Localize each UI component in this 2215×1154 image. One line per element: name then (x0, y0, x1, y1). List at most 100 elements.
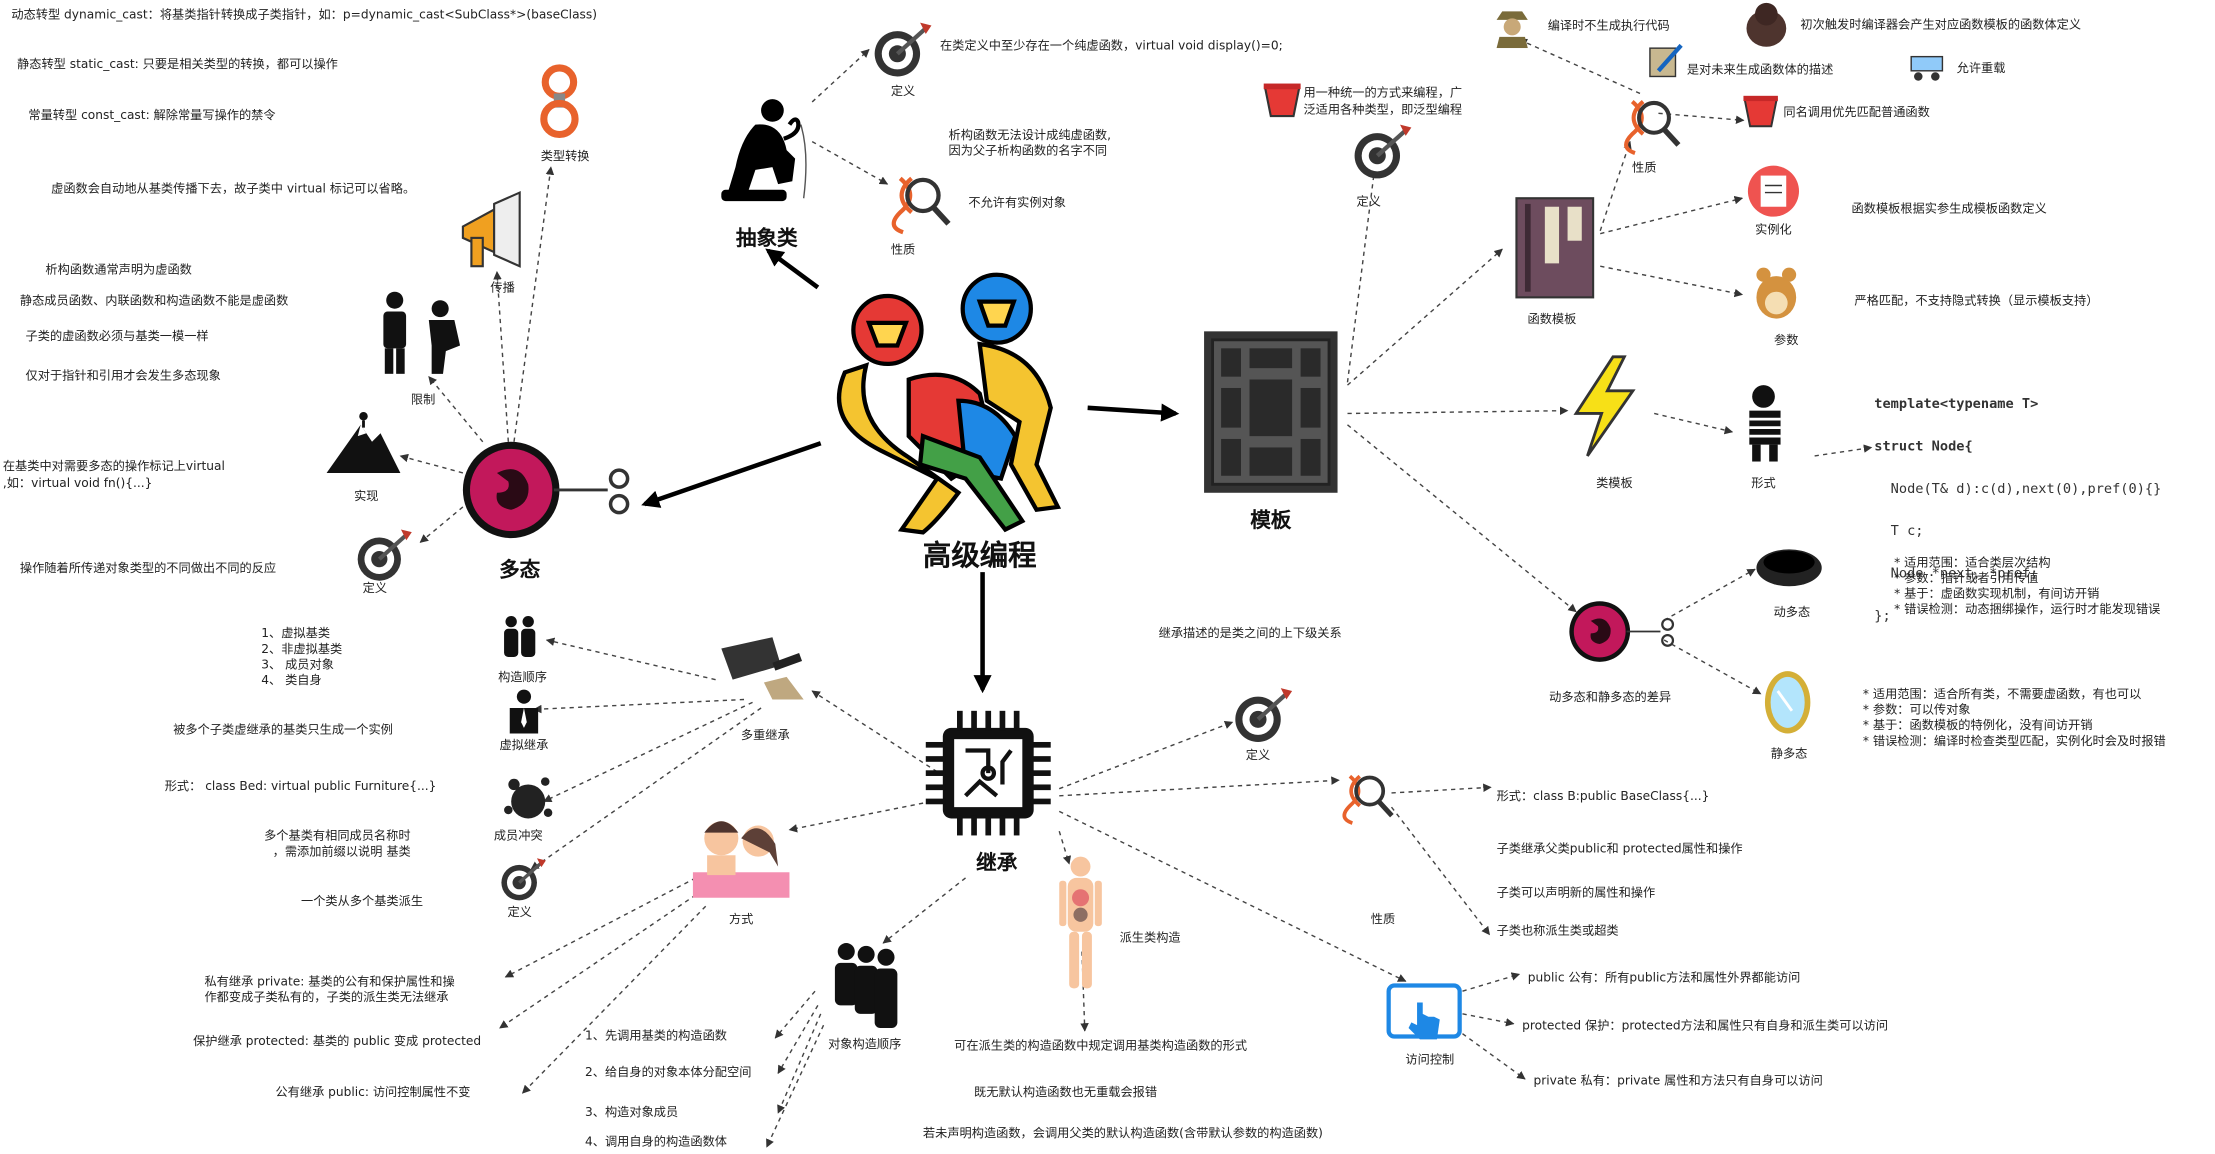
access-private: private 私有：private 属性和方法只有自身可以访问 (1533, 1074, 1823, 1089)
target-icon (352, 527, 414, 584)
mode-protected: 保护继承 protected: 基类的 public 变成 protected (193, 1035, 482, 1050)
dynamic-item-3: * 基于：虚函数实现机制，有间访开销 (1894, 587, 2100, 602)
conversion-const: 常量转型 const_cast: 解除常量写操作的禁令 (28, 109, 276, 124)
ctor-order-label: 构造顺序 (498, 671, 547, 686)
clipboard-icon (1746, 164, 1800, 218)
inheritance-nature-label: 性质 (1370, 913, 1396, 928)
abstract-nature-label: 性质 (890, 243, 916, 258)
template-definition-text-2: 泛适用各种类型，即泛型编程 (1303, 103, 1463, 118)
family-icon (500, 615, 540, 660)
static-item-3: * 基于：函数模板的特例化，没有间访开销 (1862, 719, 2093, 734)
inheritance-mode-label: 方式 (728, 913, 754, 928)
dna-magnifier-icon (1338, 767, 1395, 826)
virtual-inheritance-text: 被多个子类虚继承的基类只生成一个实例 (173, 723, 393, 738)
construct-order-2: 2、给自身的对象本体分配空间 (584, 1066, 752, 1081)
inheritance-nature-1: 形式：class B:public BaseClass{...} (1496, 790, 1710, 805)
abstract-definition-text: 在类定义中至少存在一个纯虚函数，virtual void display()=0… (939, 39, 1283, 54)
access-protected: protected 保护：protected方法和属性只有自身和派生类可以访问 (1522, 1019, 1889, 1034)
implementation-text-1: 在基类中对需要多态的操作标记上virtual (2, 460, 225, 475)
static-label: 静多态 (1770, 747, 1808, 762)
params-text: 严格匹配，不支持隐式转换（显示模板支持） (1854, 294, 2099, 309)
abstract-nature-text-2: 因为父子析构函数的名字不同 (948, 144, 1108, 159)
mode-private-1: 私有继承 private: 基类的公有和保护属性和操 (204, 975, 455, 990)
chip-icon (923, 708, 1054, 838)
template-nature-label: 性质 (1632, 161, 1657, 176)
abstract-class-title: 抽象类 (735, 227, 798, 251)
abstract-nature-text-3: 不允许有实例对象 (968, 196, 1067, 211)
restriction-label: 限制 (410, 393, 436, 408)
template-nature-item-2: 初次触发时编译器会产生对应函数模板的函数体定义 (1800, 18, 2082, 33)
multi-definition-label: 定义 (507, 906, 532, 921)
template-title: 模板 (1250, 509, 1292, 533)
lightning-icon (1568, 354, 1642, 459)
thinker-icon (716, 96, 815, 206)
bucket-icon (1741, 88, 1781, 130)
implementation-label: 实现 (354, 489, 379, 505)
ctor-order-4: 4、 类自身 (261, 674, 322, 689)
inheritance-title: 继承 (976, 852, 1018, 876)
dna-magnifier-icon (1619, 93, 1681, 155)
wrestlers-icon (824, 266, 1068, 535)
swivel-icon (531, 62, 596, 139)
crowd-icon (829, 940, 900, 1031)
conflict-text-3: ，需添加前缀以说明 基类 (272, 845, 411, 860)
dna-magnifier-icon (886, 170, 951, 235)
static-item-4: * 错误检测：编译时检查类型匹配，实例化时会及时报错 (1862, 734, 2166, 750)
static-item-2: * 参数：可以传对象 (1862, 703, 1971, 718)
megaphone-icon (452, 190, 532, 272)
mode-private-2: 作都变成子类私有的，子类的派生类无法继承 (204, 991, 449, 1006)
conversion-static: 静态转型 static_cast: 只要是相关类型的转换，都可以操作 (17, 58, 338, 73)
dynamic-item-1: * 适用范围：适合类层次结构 (1894, 556, 2051, 571)
inheritance-definition-text: 继承描述的是类之间的上下级关系 (1158, 627, 1342, 642)
restriction-3: 子类的虚函数必须与基类一模一样 (25, 329, 209, 345)
restriction-4: 仅对于指针和引用才会发生多态现象 (25, 369, 221, 384)
derived-ctor-3: 若未声明构造函数，会调用父类的默认构造函数(含带默认参数的构造函数) (922, 1127, 1323, 1142)
center-title: 高级编程 (922, 538, 1037, 573)
couple-icon (690, 810, 792, 901)
fetus-scissors-icon (460, 436, 636, 544)
restriction-2: 静态成员函数、内联函数和构造函数不能是虚函数 (19, 294, 289, 309)
instantiation-text: 函数模板根据实参生成模板函数定义 (1851, 202, 2047, 217)
writing-icon (1647, 40, 1684, 80)
template-nature-item-3: 是对未来生成函数体的描述 (1686, 63, 1834, 78)
gorilla-icon (1741, 0, 1792, 48)
derived-ctor-1: 可在派生类的构造函数中规定调用基类构造函数的形式 (954, 1039, 1248, 1054)
form-label: 形式 (1751, 477, 1776, 492)
spy-icon (1494, 6, 1531, 49)
template-definition-text-1: 用一种统一的方式来编程，广 (1303, 86, 1463, 101)
derived-ctor-label: 派生类构造 (1119, 931, 1181, 946)
poly-diff-label: 动多态和静多态的差异 (1549, 691, 1672, 706)
code-line: T c; (1874, 523, 1924, 540)
target-icon (1349, 122, 1414, 181)
code-line: struct Node{ (1874, 438, 1973, 455)
type-conversion-label: 类型转换 (540, 150, 590, 165)
target-icon (869, 20, 934, 79)
implementation-text-2: ,如：virtual void fn(){...} (2, 477, 153, 492)
polymorphism-title: 多态 (499, 559, 541, 582)
hole-icon (1755, 547, 1823, 589)
static-item-1: * 适用范围：适合所有类，不需要虚函数，有也可以 (1862, 688, 2142, 703)
polymorphism-definition-label: 定义 (362, 581, 388, 597)
cart-icon (1908, 51, 1945, 82)
burglar-icon (1732, 382, 1806, 462)
fetus-scissors-icon (1568, 598, 1679, 666)
polymorphism-definition-text: 操作随着所传递对象类型的不同做出不同的反应 (19, 562, 277, 577)
conflict-text-2: 多个基类有相同成员名称时 (264, 829, 411, 844)
template-nature-item-1: 编译时不生成执行代码 (1547, 19, 1670, 34)
construct-order-label: 对象构造顺序 (828, 1037, 902, 1053)
abstract-nature-text-1: 析构函数无法设计成纯虚函数, (948, 128, 1112, 144)
function-template-label: 函数模板 (1527, 312, 1577, 328)
summit-icon (324, 411, 404, 476)
conversion-dynamic: 动态转型 dynamic_cast：将基类指针转换成子类指针，如：p=dynam… (11, 8, 598, 23)
access-control-label: 访问控制 (1405, 1053, 1455, 1068)
template-nature-item-4: 允许重载 (1956, 62, 2006, 77)
businessman-icon (505, 688, 542, 734)
multi-definition-text: 一个类从多个基类派生 (301, 894, 424, 910)
virtual-inheritance-label: 虚拟继承 (499, 739, 549, 754)
mirror-icon (1761, 668, 1815, 736)
derived-ctor-2: 既无默认构造函数也无重载会报错 (974, 1086, 1158, 1101)
target-icon (497, 855, 548, 903)
template-nature-item-5: 同名调用优先匹配普通函数 (1783, 106, 1930, 121)
